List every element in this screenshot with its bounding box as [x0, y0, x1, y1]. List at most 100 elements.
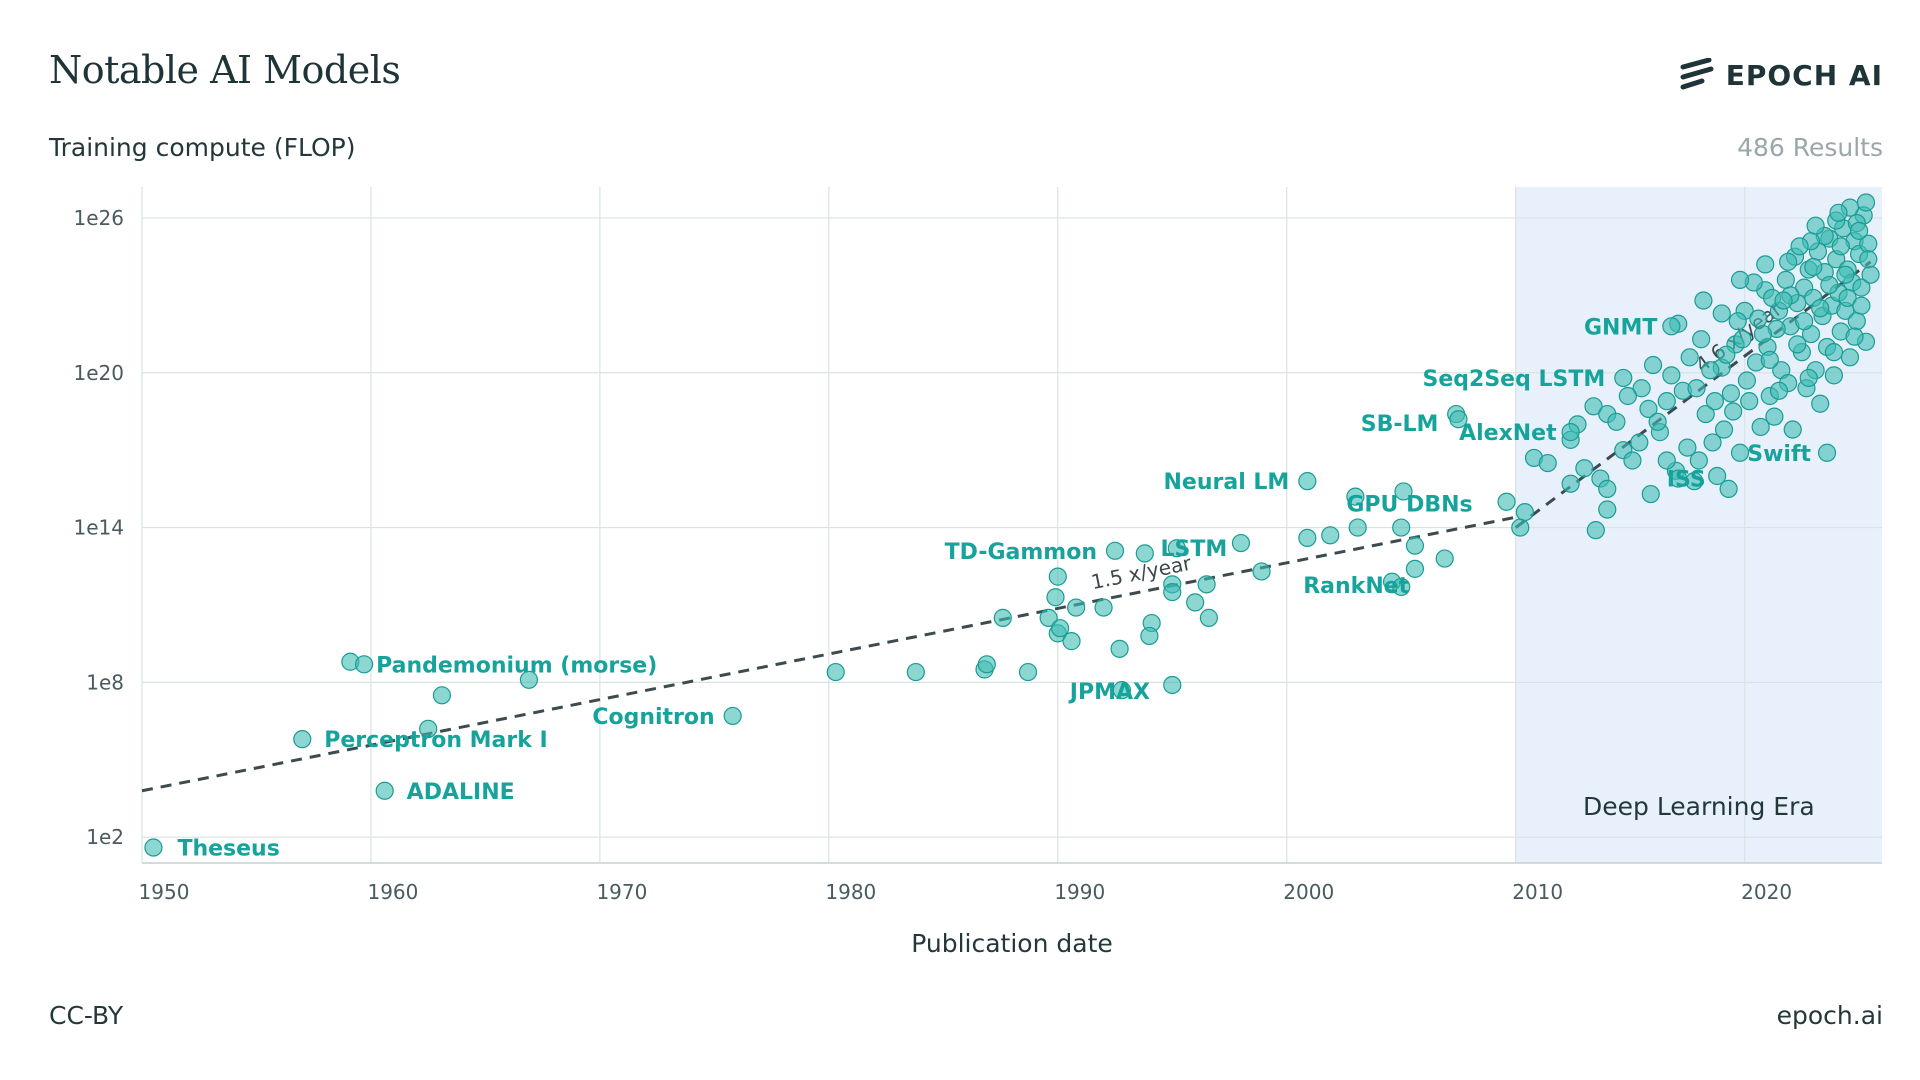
- data-point[interactable]: [1163, 582, 1182, 602]
- data-point[interactable]: [1714, 420, 1734, 439]
- data-point[interactable]: [1795, 312, 1814, 331]
- data-point[interactable]: [1847, 312, 1866, 331]
- data-point[interactable]: [1662, 366, 1681, 385]
- data-point[interactable]: [1392, 518, 1411, 537]
- data-point[interactable]: [1740, 392, 1759, 411]
- data-point[interactable]: [1435, 549, 1454, 568]
- data-point[interactable]: [1829, 203, 1848, 222]
- data-point[interactable]: [1497, 492, 1516, 511]
- data-point[interactable]: [1694, 291, 1713, 310]
- data-point-lstm[interactable]: [1167, 539, 1186, 558]
- data-point[interactable]: [1852, 278, 1871, 297]
- data-point[interactable]: [1641, 484, 1660, 504]
- data-point[interactable]: [1094, 598, 1113, 617]
- data-point[interactable]: [1586, 521, 1605, 540]
- data-point[interactable]: [1140, 626, 1159, 646]
- data-point-swift[interactable]: [1817, 443, 1837, 462]
- data-point[interactable]: [906, 662, 925, 682]
- data-point[interactable]: [1728, 312, 1747, 331]
- data-point[interactable]: [1753, 324, 1773, 344]
- data-point[interactable]: [419, 719, 438, 738]
- data-point[interactable]: [1717, 345, 1736, 364]
- data-point-td-gammon[interactable]: [1105, 541, 1125, 560]
- data-point[interactable]: [1050, 619, 1070, 638]
- data-point[interactable]: [1405, 559, 1425, 578]
- data-point[interactable]: [1607, 412, 1626, 431]
- data-point[interactable]: [1737, 371, 1757, 390]
- data-point[interactable]: [1811, 394, 1830, 413]
- data-point-neural-lm[interactable]: [1298, 472, 1317, 491]
- data-point[interactable]: [1712, 304, 1731, 323]
- data-point[interactable]: [1048, 567, 1067, 586]
- data-point[interactable]: [1776, 270, 1795, 289]
- data-point[interactable]: [1163, 675, 1182, 695]
- data-point[interactable]: [1687, 379, 1706, 398]
- data-point[interactable]: [1845, 327, 1864, 346]
- data-point[interactable]: [1199, 608, 1218, 627]
- data-point[interactable]: [1856, 193, 1876, 212]
- site-link[interactable]: epoch.ai: [1776, 1001, 1883, 1030]
- data-point[interactable]: [1859, 250, 1878, 269]
- data-point[interactable]: [1730, 270, 1750, 289]
- data-point-pandemonium-morse-[interactable]: [354, 655, 374, 674]
- data-point[interactable]: [1575, 459, 1594, 478]
- data-point-perceptron-mark-i[interactable]: [293, 730, 312, 749]
- data-point[interactable]: [1067, 598, 1086, 617]
- data-point[interactable]: [1774, 291, 1793, 310]
- data-point[interactable]: [1806, 216, 1825, 235]
- data-point[interactable]: [1538, 453, 1557, 473]
- data-point[interactable]: [1730, 443, 1750, 462]
- data-point-gnmt[interactable]: [1662, 317, 1681, 336]
- data-point[interactable]: [1584, 397, 1603, 416]
- data-point-sb-lm[interactable]: [1449, 410, 1468, 429]
- data-point[interactable]: [1348, 518, 1367, 537]
- data-point[interactable]: [1836, 265, 1855, 284]
- data-point[interactable]: [1719, 479, 1738, 498]
- data-point[interactable]: [1039, 608, 1058, 627]
- data-point[interactable]: [1783, 420, 1802, 439]
- data-point[interactable]: [1788, 335, 1807, 354]
- data-point[interactable]: [1692, 330, 1711, 349]
- data-point[interactable]: [1724, 402, 1743, 421]
- data-point-seq2seq-lstm[interactable]: [1614, 368, 1633, 388]
- data-point[interactable]: [1861, 265, 1880, 284]
- data-point[interactable]: [1824, 366, 1844, 385]
- data-point[interactable]: [1721, 384, 1740, 403]
- data-point[interactable]: [1630, 433, 1649, 452]
- data-point[interactable]: [1623, 451, 1642, 470]
- data-point[interactable]: [1598, 479, 1617, 498]
- data-point[interactable]: [1689, 451, 1708, 470]
- data-point[interactable]: [1186, 593, 1205, 612]
- data-point[interactable]: [826, 662, 845, 682]
- data-point[interactable]: [1705, 392, 1724, 411]
- data-point[interactable]: [1062, 632, 1081, 651]
- data-point[interactable]: [1252, 562, 1271, 581]
- data-point[interactable]: [1618, 386, 1637, 406]
- data-point[interactable]: [1639, 399, 1658, 418]
- data-point[interactable]: [1643, 355, 1663, 375]
- data-point[interactable]: [1749, 309, 1768, 328]
- data-point[interactable]: [1703, 433, 1722, 452]
- data-point[interactable]: [1321, 526, 1340, 545]
- data-point[interactable]: [1346, 487, 1365, 506]
- data-point[interactable]: [1511, 518, 1530, 537]
- data-point[interactable]: [1135, 544, 1154, 563]
- data-point[interactable]: [1756, 255, 1775, 274]
- data-point[interactable]: [1790, 237, 1809, 256]
- data-point-gpu-dbns[interactable]: [1394, 482, 1413, 501]
- data-point[interactable]: [1018, 662, 1038, 682]
- data-point-iss[interactable]: [1669, 469, 1688, 488]
- data-point[interactable]: [1046, 588, 1065, 607]
- data-point[interactable]: [1820, 275, 1839, 295]
- data-point-adaline[interactable]: [375, 781, 394, 800]
- data-point[interactable]: [1804, 257, 1823, 277]
- data-point[interactable]: [1657, 451, 1676, 470]
- data-point[interactable]: [1733, 330, 1752, 349]
- data-point[interactable]: [1110, 639, 1129, 658]
- data-point[interactable]: [977, 655, 996, 674]
- data-point[interactable]: [993, 608, 1012, 627]
- data-point[interactable]: [432, 686, 452, 705]
- brand-logo[interactable]: EPOCH AI: [1680, 58, 1883, 92]
- data-point[interactable]: [1852, 296, 1871, 315]
- data-point[interactable]: [519, 670, 539, 689]
